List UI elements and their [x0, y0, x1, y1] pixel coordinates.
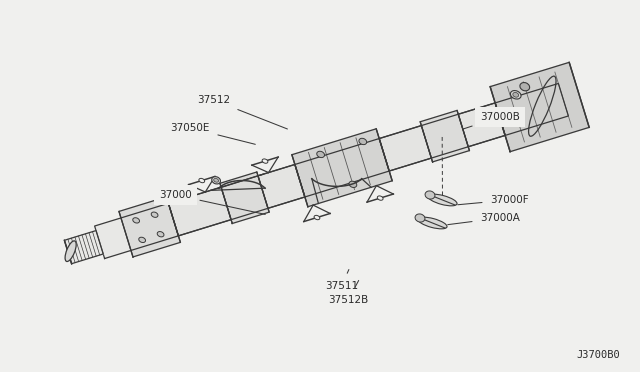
- Ellipse shape: [214, 179, 218, 182]
- Ellipse shape: [262, 159, 268, 163]
- Polygon shape: [292, 129, 392, 207]
- Text: 37050E: 37050E: [171, 123, 255, 144]
- Polygon shape: [168, 187, 231, 236]
- Ellipse shape: [139, 237, 145, 243]
- Ellipse shape: [428, 194, 457, 206]
- Polygon shape: [490, 62, 589, 152]
- Ellipse shape: [199, 178, 205, 183]
- Ellipse shape: [520, 83, 530, 91]
- Polygon shape: [420, 110, 469, 162]
- Text: 37000A: 37000A: [448, 213, 520, 225]
- Text: 37000F: 37000F: [458, 195, 529, 205]
- Ellipse shape: [425, 191, 435, 199]
- Ellipse shape: [151, 212, 158, 217]
- Ellipse shape: [212, 177, 221, 184]
- Ellipse shape: [378, 196, 383, 200]
- Text: 37512: 37512: [197, 95, 287, 129]
- Text: J3700B0: J3700B0: [576, 350, 620, 360]
- Ellipse shape: [349, 181, 356, 187]
- Polygon shape: [458, 103, 505, 147]
- Ellipse shape: [65, 241, 76, 262]
- Text: 37512B: 37512B: [328, 280, 368, 305]
- Ellipse shape: [415, 214, 425, 222]
- Ellipse shape: [132, 218, 140, 223]
- Ellipse shape: [157, 231, 164, 237]
- Polygon shape: [380, 126, 431, 171]
- Ellipse shape: [359, 138, 367, 145]
- Ellipse shape: [418, 217, 447, 229]
- Polygon shape: [65, 231, 103, 264]
- Polygon shape: [258, 164, 305, 208]
- Text: 37000B: 37000B: [463, 112, 520, 129]
- Ellipse shape: [511, 90, 521, 99]
- Text: 37000: 37000: [159, 190, 266, 214]
- Polygon shape: [220, 172, 269, 224]
- Polygon shape: [119, 197, 180, 257]
- Polygon shape: [95, 83, 568, 259]
- Ellipse shape: [513, 92, 518, 97]
- Text: 37511: 37511: [325, 270, 358, 291]
- Ellipse shape: [317, 151, 324, 158]
- Ellipse shape: [314, 215, 320, 220]
